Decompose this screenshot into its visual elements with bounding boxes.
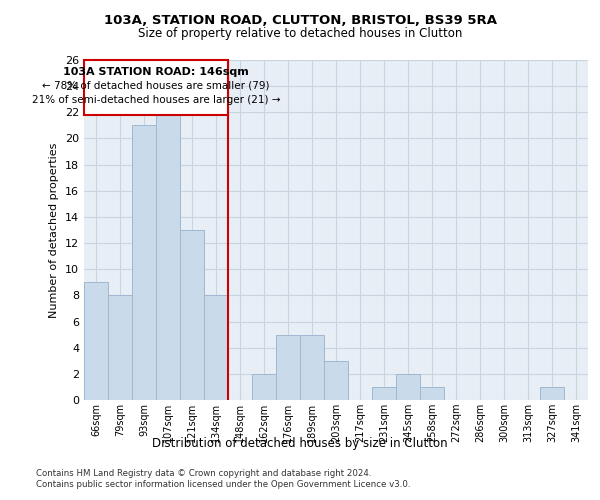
Bar bbox=[180, 230, 204, 400]
Text: Contains HM Land Registry data © Crown copyright and database right 2024.: Contains HM Land Registry data © Crown c… bbox=[36, 469, 371, 478]
Bar bbox=[108, 296, 132, 400]
Y-axis label: Number of detached properties: Number of detached properties bbox=[49, 142, 59, 318]
Text: Size of property relative to detached houses in Clutton: Size of property relative to detached ho… bbox=[138, 28, 462, 40]
Bar bbox=[276, 334, 300, 400]
Text: 103A STATION ROAD: 146sqm: 103A STATION ROAD: 146sqm bbox=[63, 66, 249, 76]
Bar bbox=[132, 126, 156, 400]
Text: ← 78% of detached houses are smaller (79): ← 78% of detached houses are smaller (79… bbox=[42, 81, 270, 91]
Bar bbox=[396, 374, 420, 400]
Bar bbox=[324, 361, 348, 400]
Text: 21% of semi-detached houses are larger (21) →: 21% of semi-detached houses are larger (… bbox=[32, 96, 280, 106]
Bar bbox=[420, 387, 444, 400]
Bar bbox=[156, 112, 180, 400]
Text: Contains public sector information licensed under the Open Government Licence v3: Contains public sector information licen… bbox=[36, 480, 410, 489]
Text: 103A, STATION ROAD, CLUTTON, BRISTOL, BS39 5RA: 103A, STATION ROAD, CLUTTON, BRISTOL, BS… bbox=[104, 14, 497, 27]
Bar bbox=[540, 387, 564, 400]
Bar bbox=[204, 296, 228, 400]
Bar bbox=[300, 334, 324, 400]
Text: Distribution of detached houses by size in Clutton: Distribution of detached houses by size … bbox=[152, 438, 448, 450]
Bar bbox=[372, 387, 396, 400]
Bar bbox=[252, 374, 276, 400]
Bar bbox=[84, 60, 228, 115]
Bar bbox=[84, 282, 108, 400]
